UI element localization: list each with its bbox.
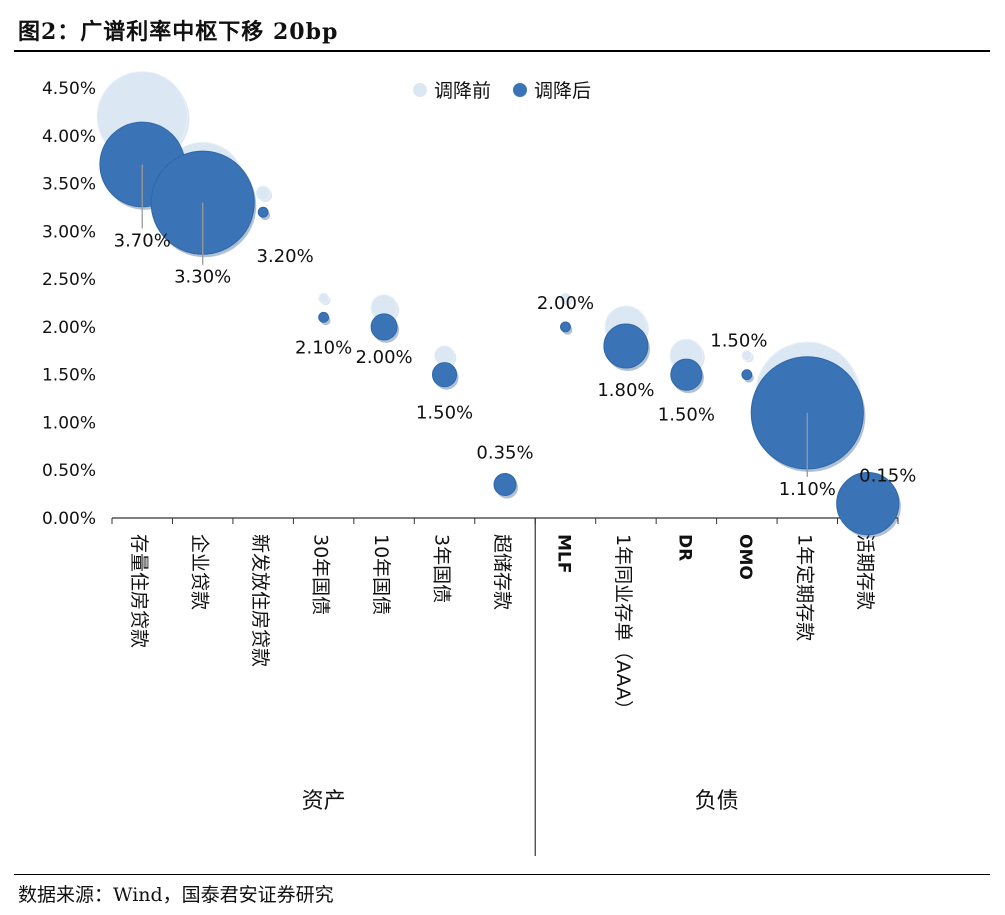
bubble-after [318,311,330,323]
source-rule [14,874,990,875]
bubble-after [670,358,703,391]
bubble-after [370,313,398,341]
data-label: 1.50% [416,403,473,424]
group-label: 负债 [695,789,739,814]
source-note: 数据来源：Wind，国泰君安证券研究 [18,884,334,906]
data-label: 3.30% [174,267,231,288]
bubble-after [257,206,269,218]
data-label: 2.00% [537,293,594,314]
legend-label-before: 调降前 [434,80,491,102]
category-label: 3年国债 [431,534,453,603]
data-label: 1.10% [779,479,836,500]
y-tick-label: 0.50% [42,461,96,481]
bubble-chart: 0.00% 0.50% 1.00% 1.50% 2.00% 2.50% 3.00% 3.50%… [42,71,916,856]
data-label: 1.80% [597,380,654,401]
bubble-after [493,473,517,497]
category-label: DR [674,534,694,561]
bubble-after [431,362,458,388]
category-label: 1年同业存单（AAA） [612,534,634,719]
data-label: 1.50% [710,331,767,352]
data-label: 1.50% [658,405,715,426]
legend-label-after: 调降后 [534,80,591,102]
bubble-after [741,369,753,381]
category-label: 1年定期存款 [793,534,815,641]
data-label: 2.10% [295,337,352,358]
bubble-after [603,323,649,369]
title-rule [14,50,990,52]
data-label: 0.35% [476,443,533,464]
legend-marker-after [513,83,527,97]
legend-marker-before [413,83,427,97]
bubble-after [560,321,571,333]
category-label: 新发放住房贷款 [249,534,271,667]
data-label: 2.00% [355,347,412,368]
bubble-before [741,350,753,361]
bubble-before [255,185,271,201]
figure-title: 图2：广谱利率中枢下移 20bp [18,19,339,45]
category-label: 存量住房贷款 [128,534,150,648]
category-label: MLF [553,534,573,573]
y-tick-label: 2.50% [42,270,96,290]
y-tick-label: 4.50% [42,79,96,99]
y-tick-label: 1.50% [42,366,96,386]
y-tick-label: 3.50% [42,175,96,195]
y-tick-label: 4.00% [42,127,96,147]
data-label: 3.70% [114,230,171,251]
y-tick-label: 0.00% [42,509,96,529]
bubble-before [560,292,571,304]
bubble-before [318,292,330,304]
y-tick-label: 3.00% [42,222,96,242]
y-tick-label: 1.00% [42,413,96,433]
category-label: OMO [735,534,755,580]
data-label: 3.20% [257,246,314,267]
y-tick-label: 2.00% [42,318,96,338]
category-label: 企业贷款 [189,534,211,610]
category-label: 30年国债 [310,534,332,615]
group-label: 资产 [302,789,346,814]
category-label: 活期存款 [854,534,876,610]
bubble-after [836,472,900,536]
category-label: 超储存款 [491,534,513,610]
category-label: 10年国债 [370,534,392,615]
data-label: 0.15% [859,466,916,487]
